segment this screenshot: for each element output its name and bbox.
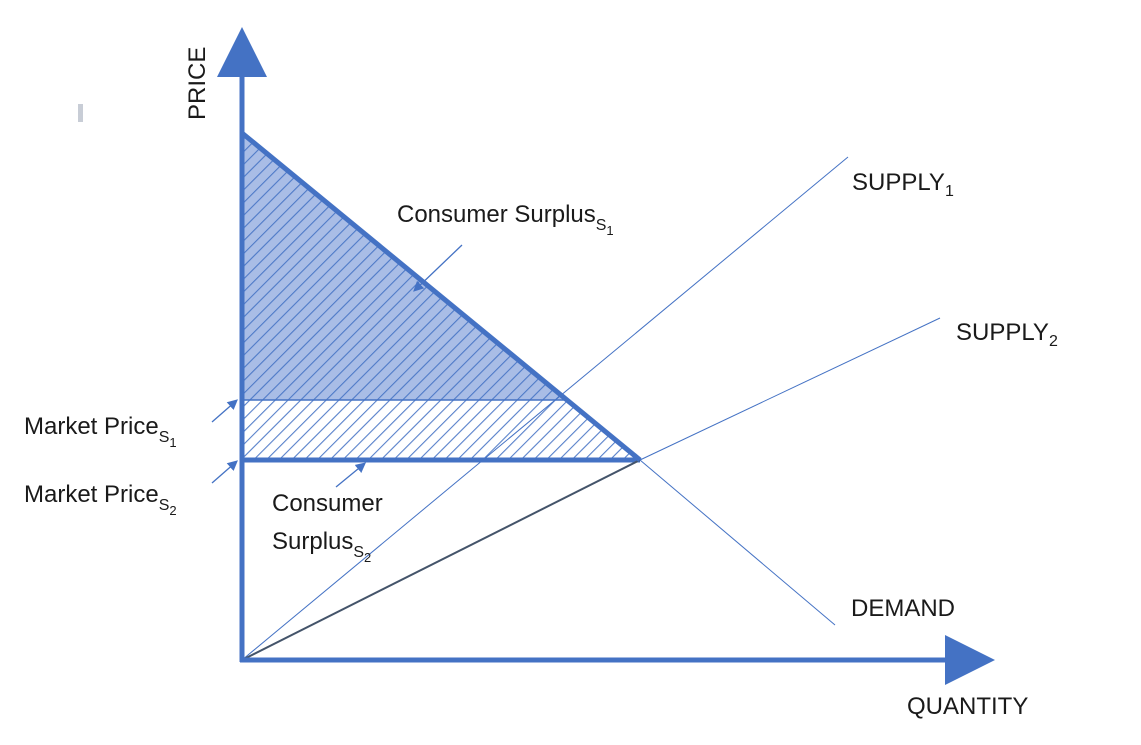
consumer-surplus-s2-arrow — [335, 462, 367, 488]
market-price-s1-label: Market PriceS1 — [24, 413, 177, 450]
consumer-surplus-s2-label-line1: Consumer — [272, 490, 383, 517]
supply2-label: SUPPLY2 — [956, 319, 1058, 350]
demand-curve-thin — [639, 459, 836, 626]
x-axis-label: QUANTITY — [907, 693, 1028, 720]
supply2-curve-lower — [241, 459, 641, 661]
stray-mark — [78, 104, 83, 122]
consumer-surplus-s1-arrow — [413, 244, 463, 292]
supply1-label: SUPPLY1 — [852, 169, 954, 200]
y-axis-label: PRICE — [184, 47, 211, 120]
consumer-surplus-s2-area — [242, 400, 640, 460]
demand-label: DEMAND — [851, 595, 955, 622]
supply1-curve — [241, 156, 849, 661]
market-price-s2-label: Market PriceS2 — [24, 481, 177, 518]
consumer-surplus-s2-label-line2: SurplusS2 — [272, 528, 371, 565]
consumer-surplus-s1-label: Consumer SurplusS1 — [397, 201, 614, 238]
market-price-s1-arrow — [211, 399, 238, 423]
market-price-s2-arrow — [211, 460, 238, 484]
supply2-curve-upper — [639, 317, 941, 461]
demand-curve-thick — [240, 131, 642, 462]
